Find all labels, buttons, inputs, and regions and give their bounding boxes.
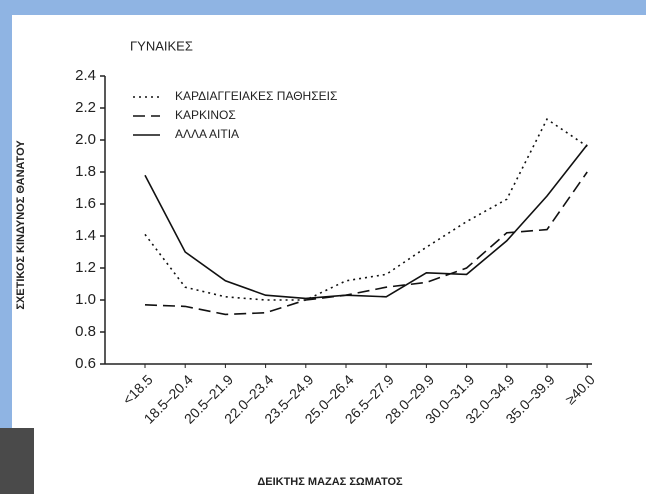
x-axis-label: ΔΕΙΚΤΗΣ ΜΑΖΑΣ ΣΩΜΑΤΟΣ	[257, 476, 403, 488]
y-tick-label: 0.6	[75, 355, 96, 372]
legend-label: ΚΑΡΚΙΝΟΣ	[175, 108, 236, 122]
legend-label: ΑΛΛΑ ΑΙΤΙΑ	[175, 127, 239, 141]
legend-label: ΚΑΡΔΙΑΓΓΕΙΑΚΕΣ ΠΑΘΗΣΕΙΣ	[175, 89, 337, 103]
page: ΓΥΝΑΙΚΕΣ ΣΧΕΤΙΚΟΣ ΚΙΝΔΥΝΟΣ ΘΑΝΑΤΟΥ ΔΕΙΚΤ…	[0, 0, 646, 494]
left-band	[0, 0, 12, 494]
y-tick-label: 2.4	[75, 67, 96, 84]
y-tick-label: 1.2	[75, 259, 96, 276]
y-axis-label: ΣΧΕΤΙΚΟΣ ΚΙΝΔΥΝΟΣ ΘΑΝΑΤΟΥ	[15, 140, 27, 310]
y-tick-label: 2.2	[75, 99, 96, 116]
y-tick-label: 2.0	[75, 131, 96, 148]
background	[0, 0, 646, 494]
top-band	[0, 0, 646, 15]
photo-fragment	[0, 428, 34, 494]
y-tick-label: 1.4	[75, 227, 96, 244]
y-tick-label: 1.8	[75, 163, 96, 180]
y-tick-label: 0.8	[75, 323, 96, 340]
y-tick-label: 1.6	[75, 195, 96, 212]
chart-title: ΓΥΝΑΙΚΕΣ	[130, 38, 193, 53]
chart: ΓΥΝΑΙΚΕΣ ΣΧΕΤΙΚΟΣ ΚΙΝΔΥΝΟΣ ΘΑΝΑΤΟΥ ΔΕΙΚΤ…	[0, 0, 646, 494]
y-tick-label: 1.0	[75, 291, 96, 308]
